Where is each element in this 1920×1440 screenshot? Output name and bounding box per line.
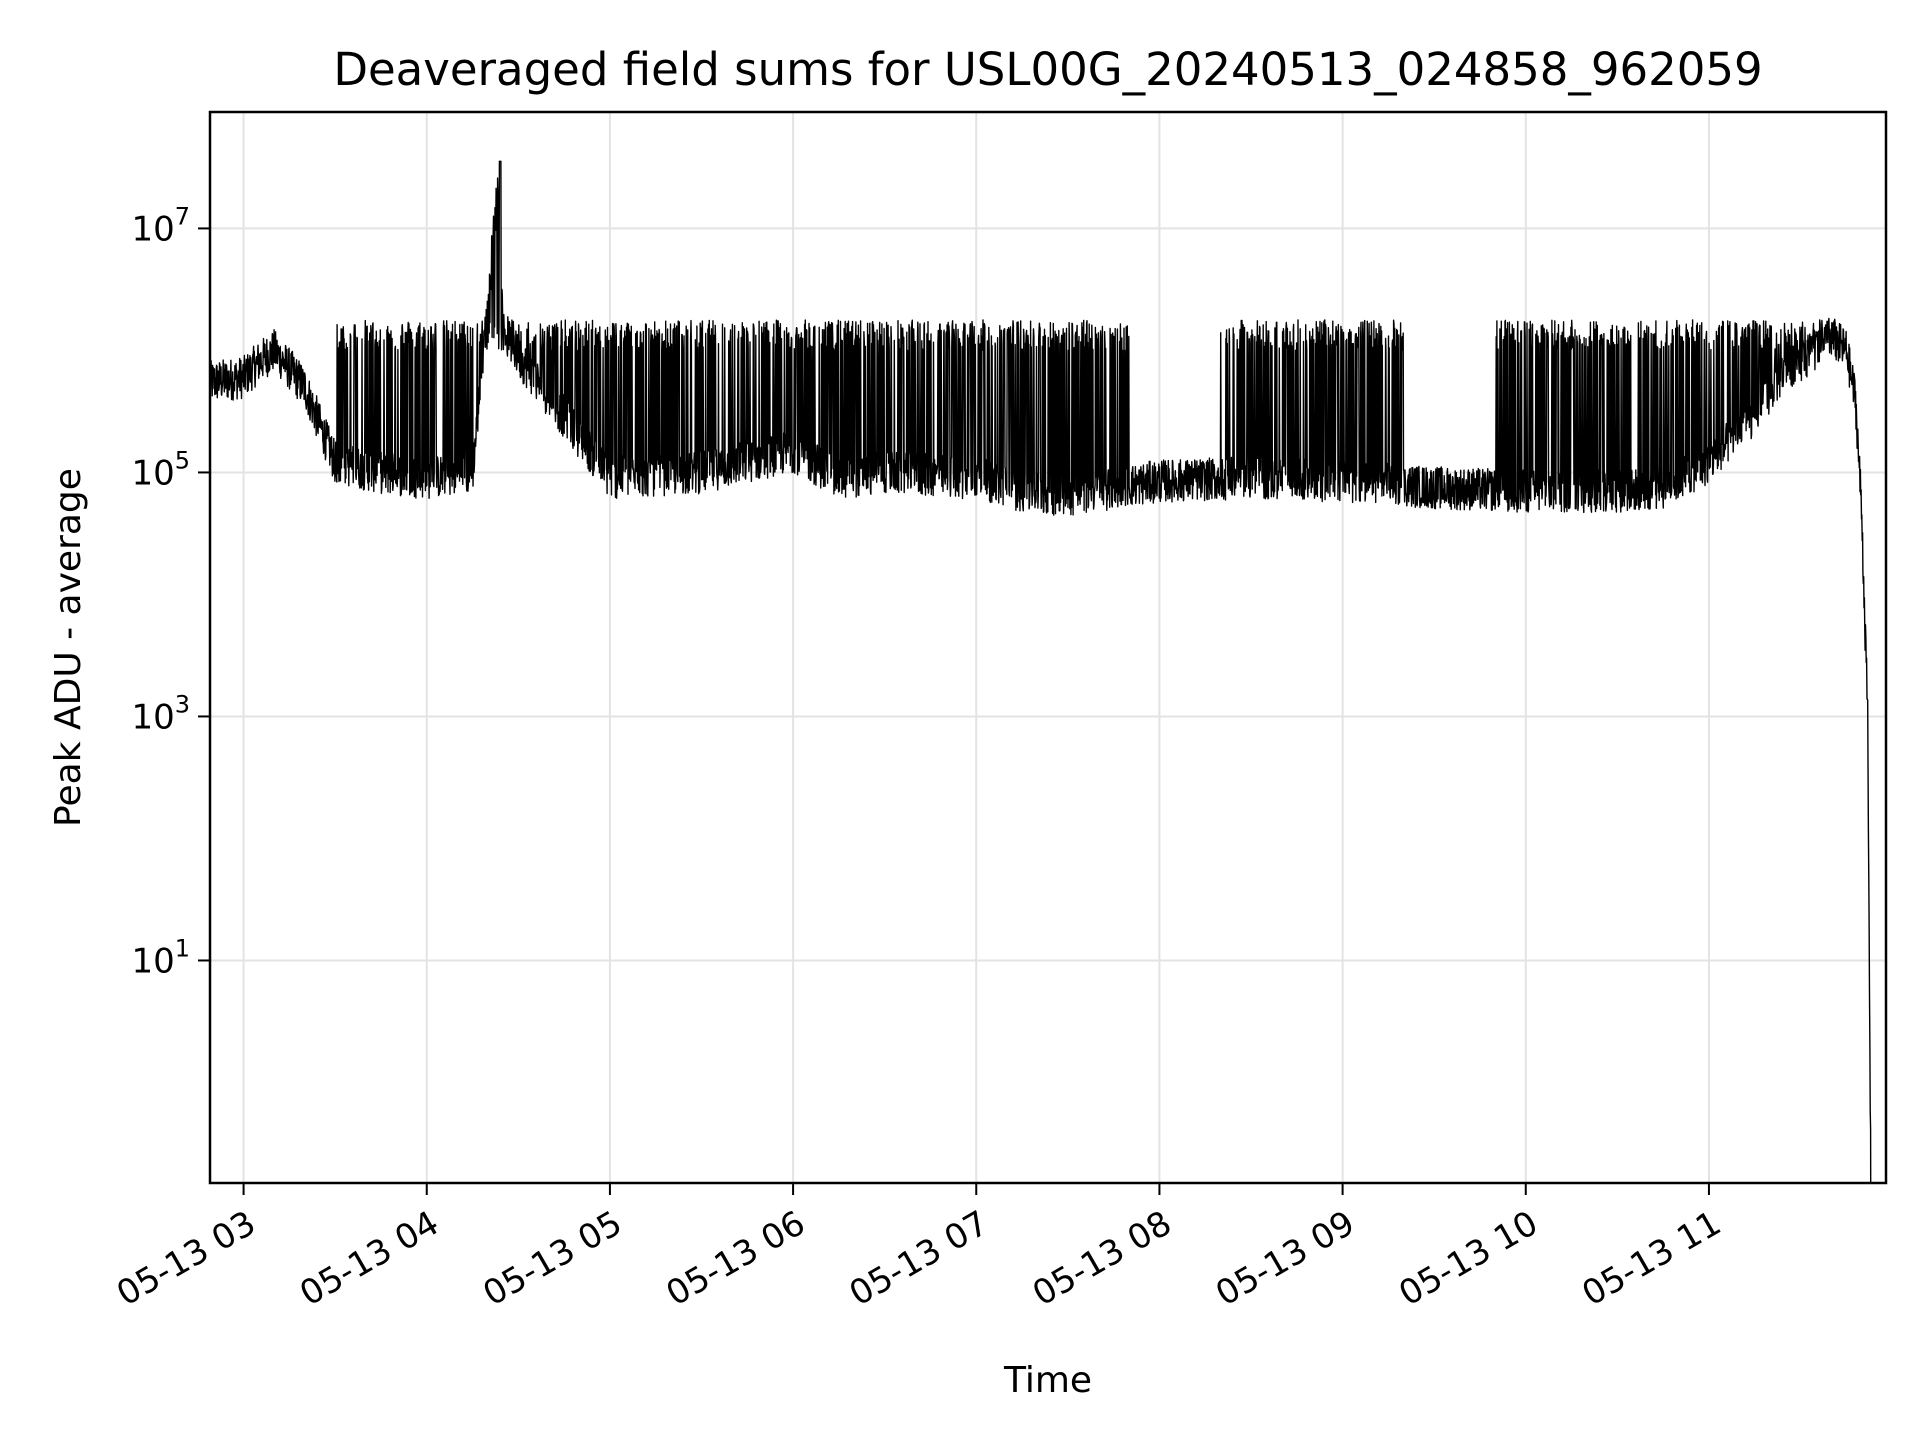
x-tick-label: 05-13 04 <box>293 1203 445 1314</box>
y-axis-title: Peak ADU - average <box>48 468 89 827</box>
grid <box>210 112 1886 1183</box>
x-tick-label: 05-13 06 <box>660 1203 812 1314</box>
plot-frame <box>208 110 1888 1185</box>
x-tick-label: 05-13 08 <box>1026 1203 1178 1314</box>
x-tick-label: 05-13 11 <box>1575 1203 1727 1314</box>
y-tick-label: 103 <box>131 690 190 737</box>
x-tick-label: 05-13 03 <box>110 1203 262 1314</box>
series-line <box>209 160 1872 1184</box>
y-tick-label: 105 <box>131 446 190 493</box>
series-line-group <box>209 160 1872 1184</box>
y-tick-label: 101 <box>131 934 190 981</box>
x-axis: 05-13 03 05-13 04 05-13 05 05-13 06 05-13 07… <box>110 1183 1728 1314</box>
y-axis: 101 103 105 107 <box>131 202 210 981</box>
x-tick-label: 05-13 05 <box>476 1203 628 1314</box>
chart-title: Deaveraged field sums for USL00G_2024051… <box>333 43 1762 96</box>
x-tick-label: 05-13 09 <box>1209 1203 1361 1314</box>
x-axis-title: Time <box>1003 1360 1092 1401</box>
x-tick-label: 05-13 07 <box>843 1203 995 1314</box>
x-tick-label: 05-13 10 <box>1392 1203 1544 1314</box>
y-tick-label: 107 <box>131 202 190 249</box>
